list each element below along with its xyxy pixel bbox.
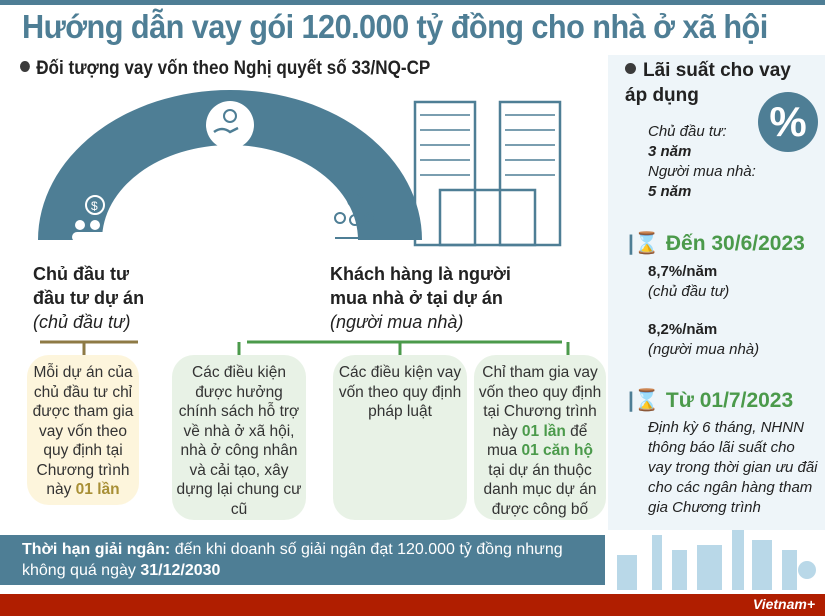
buyer-condition-box-1: Các điều kiện được hưởng chính sách hỗ t…: [172, 355, 306, 520]
page-title: Hướng dẫn vay gói 120.000 tỷ đồng cho nh…: [22, 8, 768, 45]
arch-illustration: $: [38, 90, 562, 247]
period2-heading: |⌛ Từ 01/7/2023: [628, 389, 794, 412]
period1-heading: |⌛ Đến 30/6/2023: [628, 232, 805, 255]
investor-people-icon: $: [72, 195, 118, 242]
building-icon: [413, 100, 562, 247]
disbursement-deadline: Thời hạn giải ngân: đến khi doanh số giả…: [0, 535, 605, 585]
arch-shape: [38, 90, 422, 240]
brand-logo: Vietnam+: [752, 596, 815, 612]
buyer-heading: Khách hàng là người mua nhà ở tại dự án (n…: [330, 264, 511, 332]
period2-text: Định kỳ 6 tháng, NHNN thông báo lãi suất…: [648, 419, 818, 516]
bullet-icon: [20, 61, 30, 72]
subtitle-text: Đối tượng vay vốn theo Nghị quyết số 33/…: [36, 58, 431, 79]
money-hand-icon: [206, 101, 254, 149]
hourglass-icon: |⌛: [628, 232, 661, 255]
top-bar: [0, 0, 825, 5]
rates-heading: Lãi suất cho vay áp dụng: [625, 60, 791, 106]
period1-rates: 8,7%/năm (chủ đầu tư) 8,2%/năm (người mua …: [648, 263, 760, 358]
section-subtitle: Đối tượng vay vốn theo Nghị quyết số 33/…: [20, 58, 430, 80]
city-skyline-icon: [617, 530, 816, 590]
hourglass-icon: |⌛: [628, 389, 661, 412]
bullet-icon: [625, 63, 636, 74]
rate-terms: Chủ đầu tư: 3 năm Người mua nhà: 5 năm: [648, 123, 756, 200]
percent-icon: %: [758, 92, 818, 152]
buyer-condition-box-3: Chỉ tham gia vay vốn theo quy định tại C…: [474, 355, 606, 520]
footer-bar: [0, 594, 825, 616]
svg-text:$: $: [91, 199, 98, 213]
buyer-condition-box-2: Các điều kiện vay vốn theo quy định pháp…: [333, 355, 467, 520]
buyer-group-icon: [334, 192, 376, 239]
investor-condition-box: Mỗi dự án của chủ đầu tư chỉ được tham g…: [27, 355, 139, 505]
investor-heading: Chủ đầu tư đầu tư dự án (chủ đầu tư): [33, 264, 145, 332]
connector-lines: [40, 340, 570, 360]
